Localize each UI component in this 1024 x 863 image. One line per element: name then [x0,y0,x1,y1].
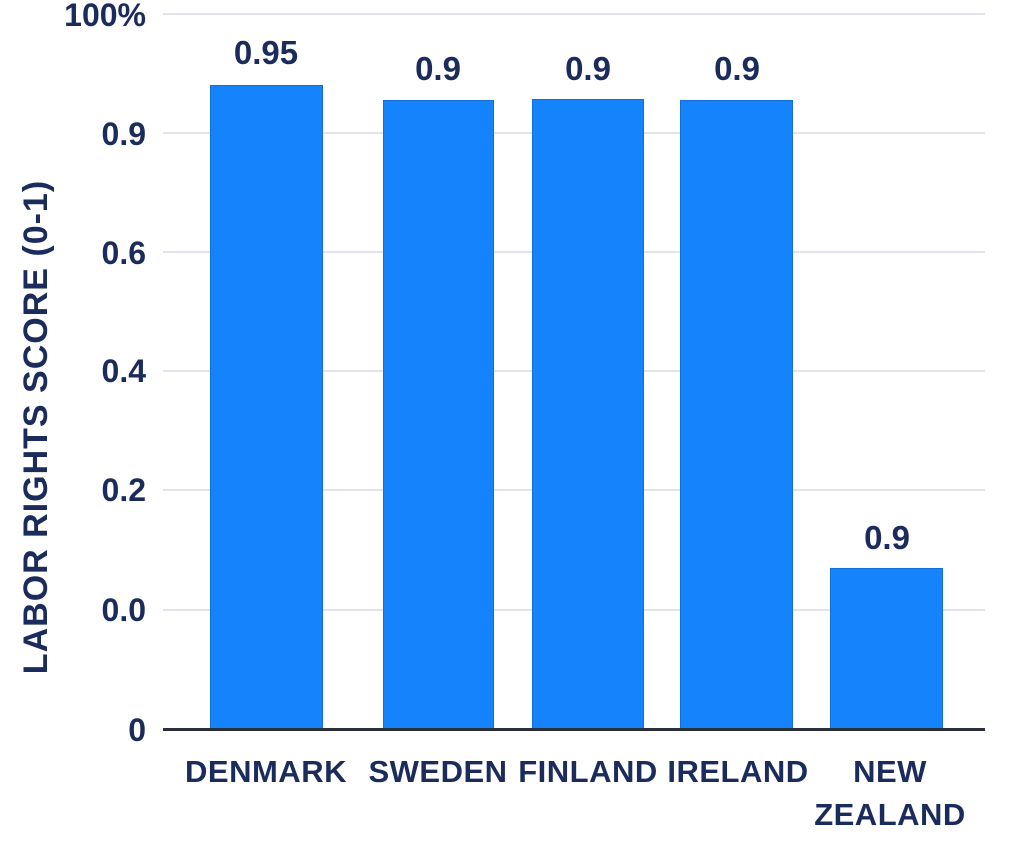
x-label-new-zealand: NEW ZEALAND [814,754,966,832]
y-tick-label-0: 0 [128,712,146,748]
y-tick-label-0-2: 0.2 [101,472,146,508]
gridline-100pct [163,13,985,15]
bar-finland [532,99,644,729]
x-axis-line [163,728,985,731]
bar-new-zealand [830,568,943,729]
y-tick-label-0-6: 0.6 [101,235,146,271]
value-label-new-zealand: 0.9 [864,519,910,556]
x-label-finland: FINLAND [518,754,658,789]
value-label-ireland: 0.9 [714,50,760,87]
value-label-finland: 0.9 [565,50,611,87]
bar-denmark [210,85,323,729]
value-label-denmark: 0.95 [233,34,299,71]
x-label-denmark: DENMARK [185,754,347,789]
y-tick-label-0-4: 0.4 [101,353,146,389]
value-label-sweden: 0.9 [415,50,461,87]
bar-sweden [383,100,494,729]
x-label-sweden: SWEDEN [368,754,508,789]
y-tick-label-100pct: 100% [64,0,146,33]
y-tick-label-0-9: 0.9 [101,116,146,152]
bar-ireland [680,100,793,729]
y-axis-title: LABOR RIGHTS SCORE (0-1) [17,179,55,675]
x-label-ireland: IRELAND [667,754,809,789]
y-tick-label-0-0: 0.0 [101,592,146,628]
